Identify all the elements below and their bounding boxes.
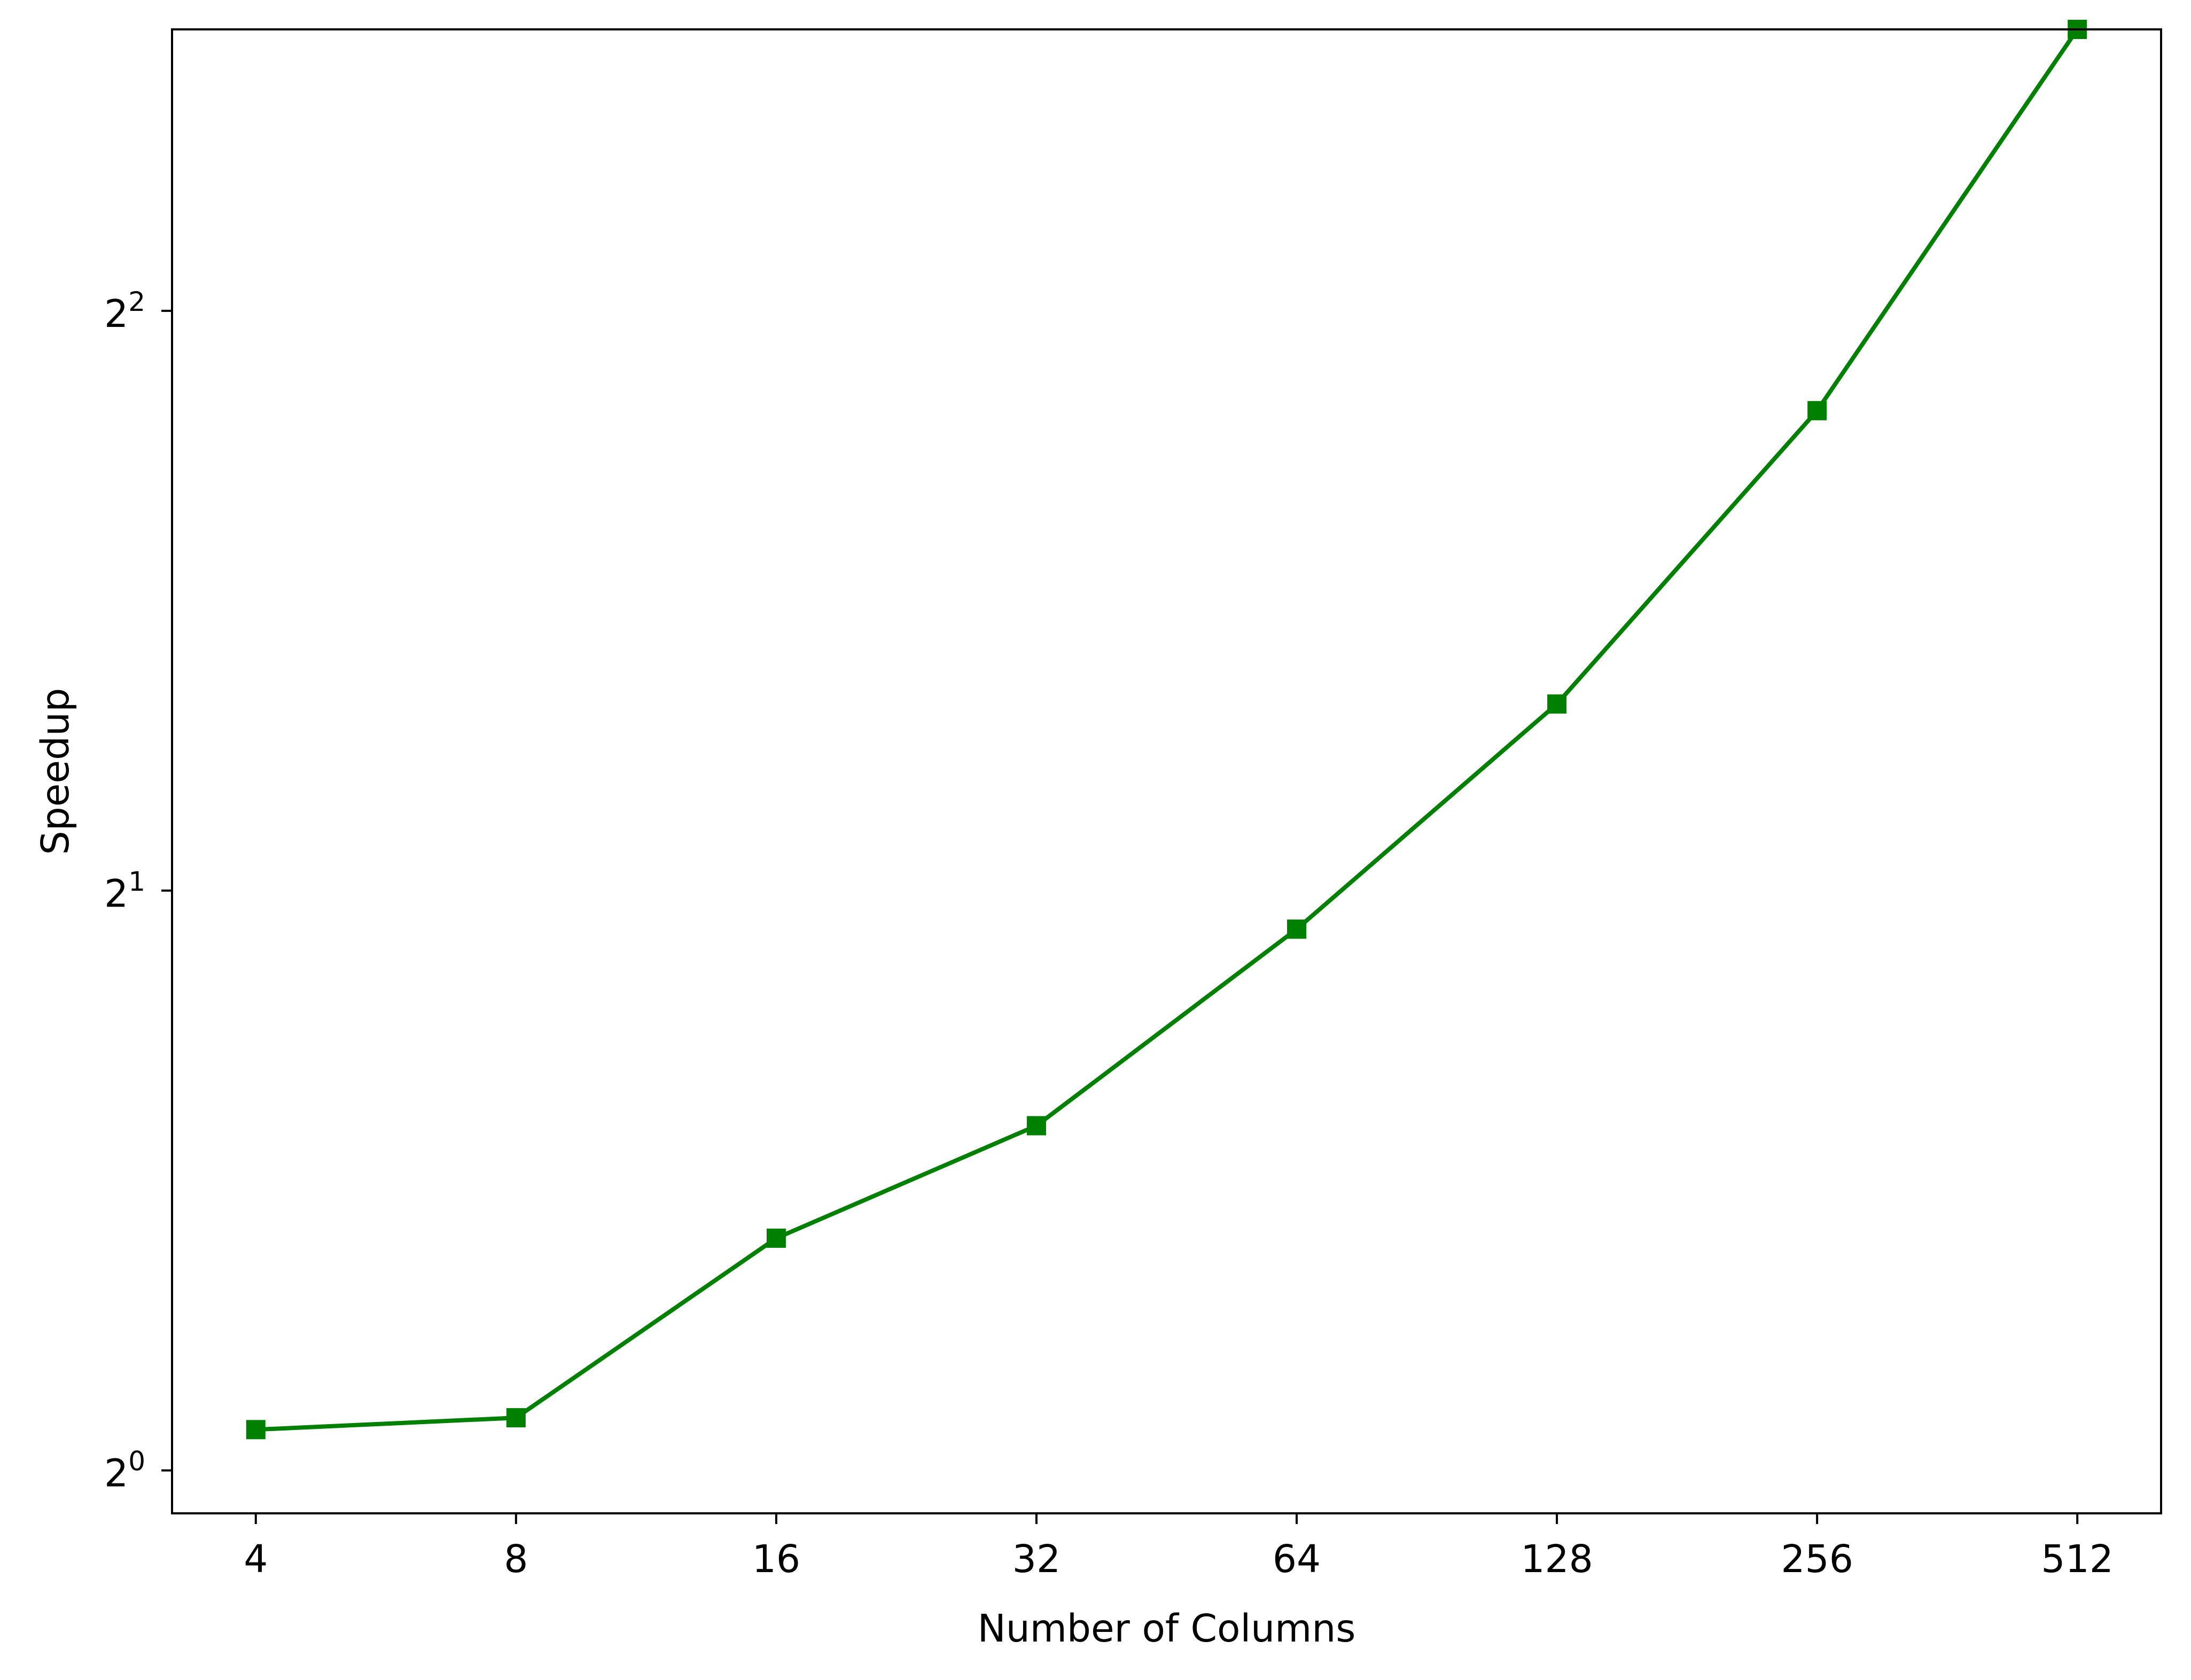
data-point-marker xyxy=(1807,401,1827,420)
y-tick-base: 2 xyxy=(104,871,128,916)
x-tick-label: 128 xyxy=(1521,1537,1593,1581)
x-axis-ticks: 4 8 16 32 64 128 256 512 xyxy=(244,1513,2114,1581)
x-tick-label: 256 xyxy=(1781,1537,1853,1581)
x-tick-label: 16 xyxy=(752,1537,800,1581)
y-tick-label: 21 xyxy=(104,866,145,916)
x-tick-label: 8 xyxy=(504,1537,528,1581)
data-point-marker xyxy=(1026,1116,1046,1136)
y-tick-label: 22 xyxy=(104,286,145,336)
y-tick-label: 20 xyxy=(104,1446,145,1496)
y-tick-base: 2 xyxy=(104,1451,128,1496)
x-axis-label: Number of Columns xyxy=(978,1606,1356,1651)
x-tick-label: 64 xyxy=(1273,1537,1321,1581)
y-tick-exponent: 2 xyxy=(128,286,145,317)
data-point-marker xyxy=(506,1408,526,1428)
plot-frame xyxy=(171,28,2162,1514)
data-point-marker xyxy=(246,1420,266,1440)
x-tick-label: 512 xyxy=(2041,1537,2114,1581)
y-tick-base: 2 xyxy=(104,292,128,336)
data-point-marker xyxy=(1547,694,1567,714)
series-line xyxy=(255,28,2079,1432)
series-layer xyxy=(246,20,2087,1440)
y-tick-exponent: 0 xyxy=(128,1446,145,1477)
x-tick-label: 32 xyxy=(1012,1537,1061,1581)
x-tick-label: 4 xyxy=(244,1537,268,1581)
data-point-marker xyxy=(1287,919,1307,939)
y-tick-exponent: 1 xyxy=(128,866,145,897)
data-point-marker xyxy=(766,1228,786,1248)
y-axis-label: Speedup xyxy=(33,688,77,855)
